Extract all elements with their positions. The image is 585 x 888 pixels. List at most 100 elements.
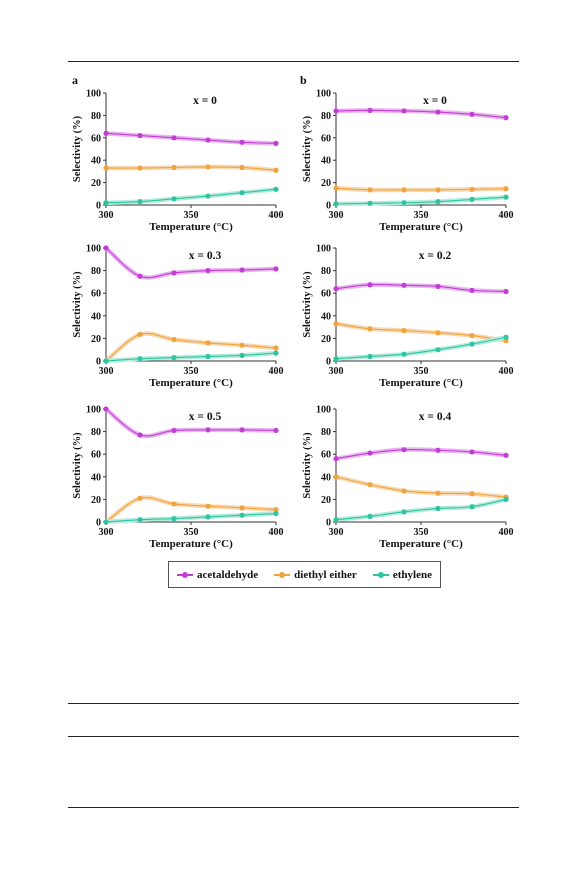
acetaldehyde-swatch-dot xyxy=(182,571,189,578)
y-tick-label: 20 xyxy=(91,495,101,506)
data-point-acetaldehyde xyxy=(503,288,509,295)
series-line-ethylene xyxy=(105,352,277,362)
panel-label: b xyxy=(300,73,307,87)
series-line-diethyl-ether xyxy=(105,332,277,362)
y-tick-label: 40 xyxy=(91,156,101,167)
data-point-ethylene xyxy=(137,517,143,523)
y-tick-label: 60 xyxy=(91,450,101,461)
data-point-diethyl-ether xyxy=(205,503,211,509)
series-line-ethylene xyxy=(335,498,507,521)
y-tick-label: 60 xyxy=(321,133,331,144)
data-point-ethylene xyxy=(333,356,339,362)
data-point-diethyl-ether xyxy=(103,165,109,171)
data-point-acetaldehyde xyxy=(137,132,143,139)
chart-panel-1: a 0 20 40 60 80 100 300 350 400 Temperature (°C) Se… xyxy=(72,73,284,233)
panel-title: x = 0.4 xyxy=(419,411,452,423)
data-point-ethylene xyxy=(103,200,109,206)
data-point-diethyl-ether xyxy=(273,345,279,351)
data-point-ethylene xyxy=(401,509,407,515)
series-line-ethylene xyxy=(105,188,277,204)
data-point-ethylene xyxy=(205,514,211,520)
y-tick-label: 40 xyxy=(321,156,331,167)
data-point-ethylene xyxy=(103,519,109,525)
x-tick-label: 400 xyxy=(499,366,514,377)
data-point-ethylene xyxy=(103,358,109,364)
data-point-ethylene xyxy=(367,353,373,360)
x-tick-label: 300 xyxy=(99,210,114,221)
data-point-acetaldehyde xyxy=(469,287,475,293)
data-point-ethylene xyxy=(273,510,279,517)
data-point-ethylene xyxy=(401,351,407,357)
legend-label-acetaldehyde: acetaldehyde xyxy=(197,568,259,581)
legend: acetaldehyde diethyl either ethylene xyxy=(168,561,441,588)
legend-item-acetaldehyde: acetaldehyde xyxy=(177,569,258,581)
x-tick-label: 350 xyxy=(184,527,199,538)
y-tick-label: 100 xyxy=(86,244,101,255)
x-tick-label: 400 xyxy=(499,527,514,538)
y-tick-label: 20 xyxy=(321,334,331,345)
data-point-acetaldehyde xyxy=(367,107,373,113)
data-point-diethyl-ether xyxy=(137,165,143,171)
series-line-acetaldehyde xyxy=(335,283,507,293)
y-tick-label: 100 xyxy=(86,89,101,100)
data-point-diethyl-ether xyxy=(171,501,177,507)
y-tick-label: 80 xyxy=(91,266,101,277)
data-point-acetaldehyde xyxy=(273,427,279,434)
top-rule xyxy=(68,61,519,62)
y-tick-label: 100 xyxy=(316,244,331,255)
series-line-diethyl-ether xyxy=(335,476,507,498)
panel-title: x = 0 xyxy=(423,95,447,107)
series-halo-diethyl-ether xyxy=(333,321,509,343)
x-tick-label: 300 xyxy=(99,366,114,377)
data-point-acetaldehyde xyxy=(103,245,109,251)
data-point-diethyl-ether xyxy=(401,488,407,494)
y-axis-title: Selectivity (%) xyxy=(72,115,83,182)
data-point-diethyl-ether xyxy=(273,506,279,513)
data-point-acetaldehyde xyxy=(239,427,245,433)
series-halo-ethylene xyxy=(333,335,509,361)
data-point-acetaldehyde xyxy=(503,115,509,121)
series-line-diethyl-ether xyxy=(105,166,277,171)
data-point-ethylene xyxy=(137,356,143,362)
table-rule-3 xyxy=(68,807,519,808)
table-rule-1 xyxy=(68,703,519,704)
data-point-diethyl-ether xyxy=(171,164,177,171)
x-axis-title: Temperature (°C) xyxy=(149,221,233,233)
table-rule-2 xyxy=(68,736,519,737)
data-point-diethyl-ether xyxy=(137,495,143,501)
data-point-acetaldehyde xyxy=(367,450,373,456)
data-point-diethyl-ether xyxy=(503,186,509,192)
data-point-diethyl-ether xyxy=(137,331,143,338)
series-line-diethyl-ether xyxy=(335,187,507,191)
legend-item-diethyl-ether: diethyl either xyxy=(274,569,357,581)
data-point-acetaldehyde xyxy=(435,283,441,290)
y-tick-label: 0 xyxy=(326,518,331,529)
series-line-acetaldehyde xyxy=(105,247,277,279)
panel-title: x = 0 xyxy=(193,95,217,107)
panel-title: x = 0.5 xyxy=(189,411,222,423)
data-point-ethylene xyxy=(435,347,441,353)
y-axis-title: Selectivity (%) xyxy=(302,271,313,338)
y-tick-label: 40 xyxy=(321,472,331,483)
data-point-diethyl-ether xyxy=(239,505,245,511)
legend-label-ethylene: ethylene xyxy=(392,568,432,581)
x-tick-label: 400 xyxy=(269,527,284,538)
y-tick-label: 0 xyxy=(96,518,101,529)
data-point-diethyl-ether xyxy=(333,321,339,327)
data-point-ethylene xyxy=(333,517,339,523)
data-point-ethylene xyxy=(205,353,211,360)
data-point-acetaldehyde xyxy=(137,273,143,279)
data-point-acetaldehyde xyxy=(205,427,211,433)
series-line-ethylene xyxy=(335,336,507,360)
data-point-diethyl-ether xyxy=(333,185,339,191)
data-point-acetaldehyde xyxy=(469,111,475,117)
y-tick-label: 60 xyxy=(91,289,101,300)
data-point-diethyl-ether xyxy=(273,167,279,173)
data-point-diethyl-ether xyxy=(333,474,339,480)
y-tick-label: 20 xyxy=(321,178,331,189)
data-point-ethylene xyxy=(205,193,211,199)
data-point-ethylene xyxy=(503,496,509,502)
x-tick-label: 300 xyxy=(329,366,344,377)
data-point-acetaldehyde xyxy=(137,432,143,438)
